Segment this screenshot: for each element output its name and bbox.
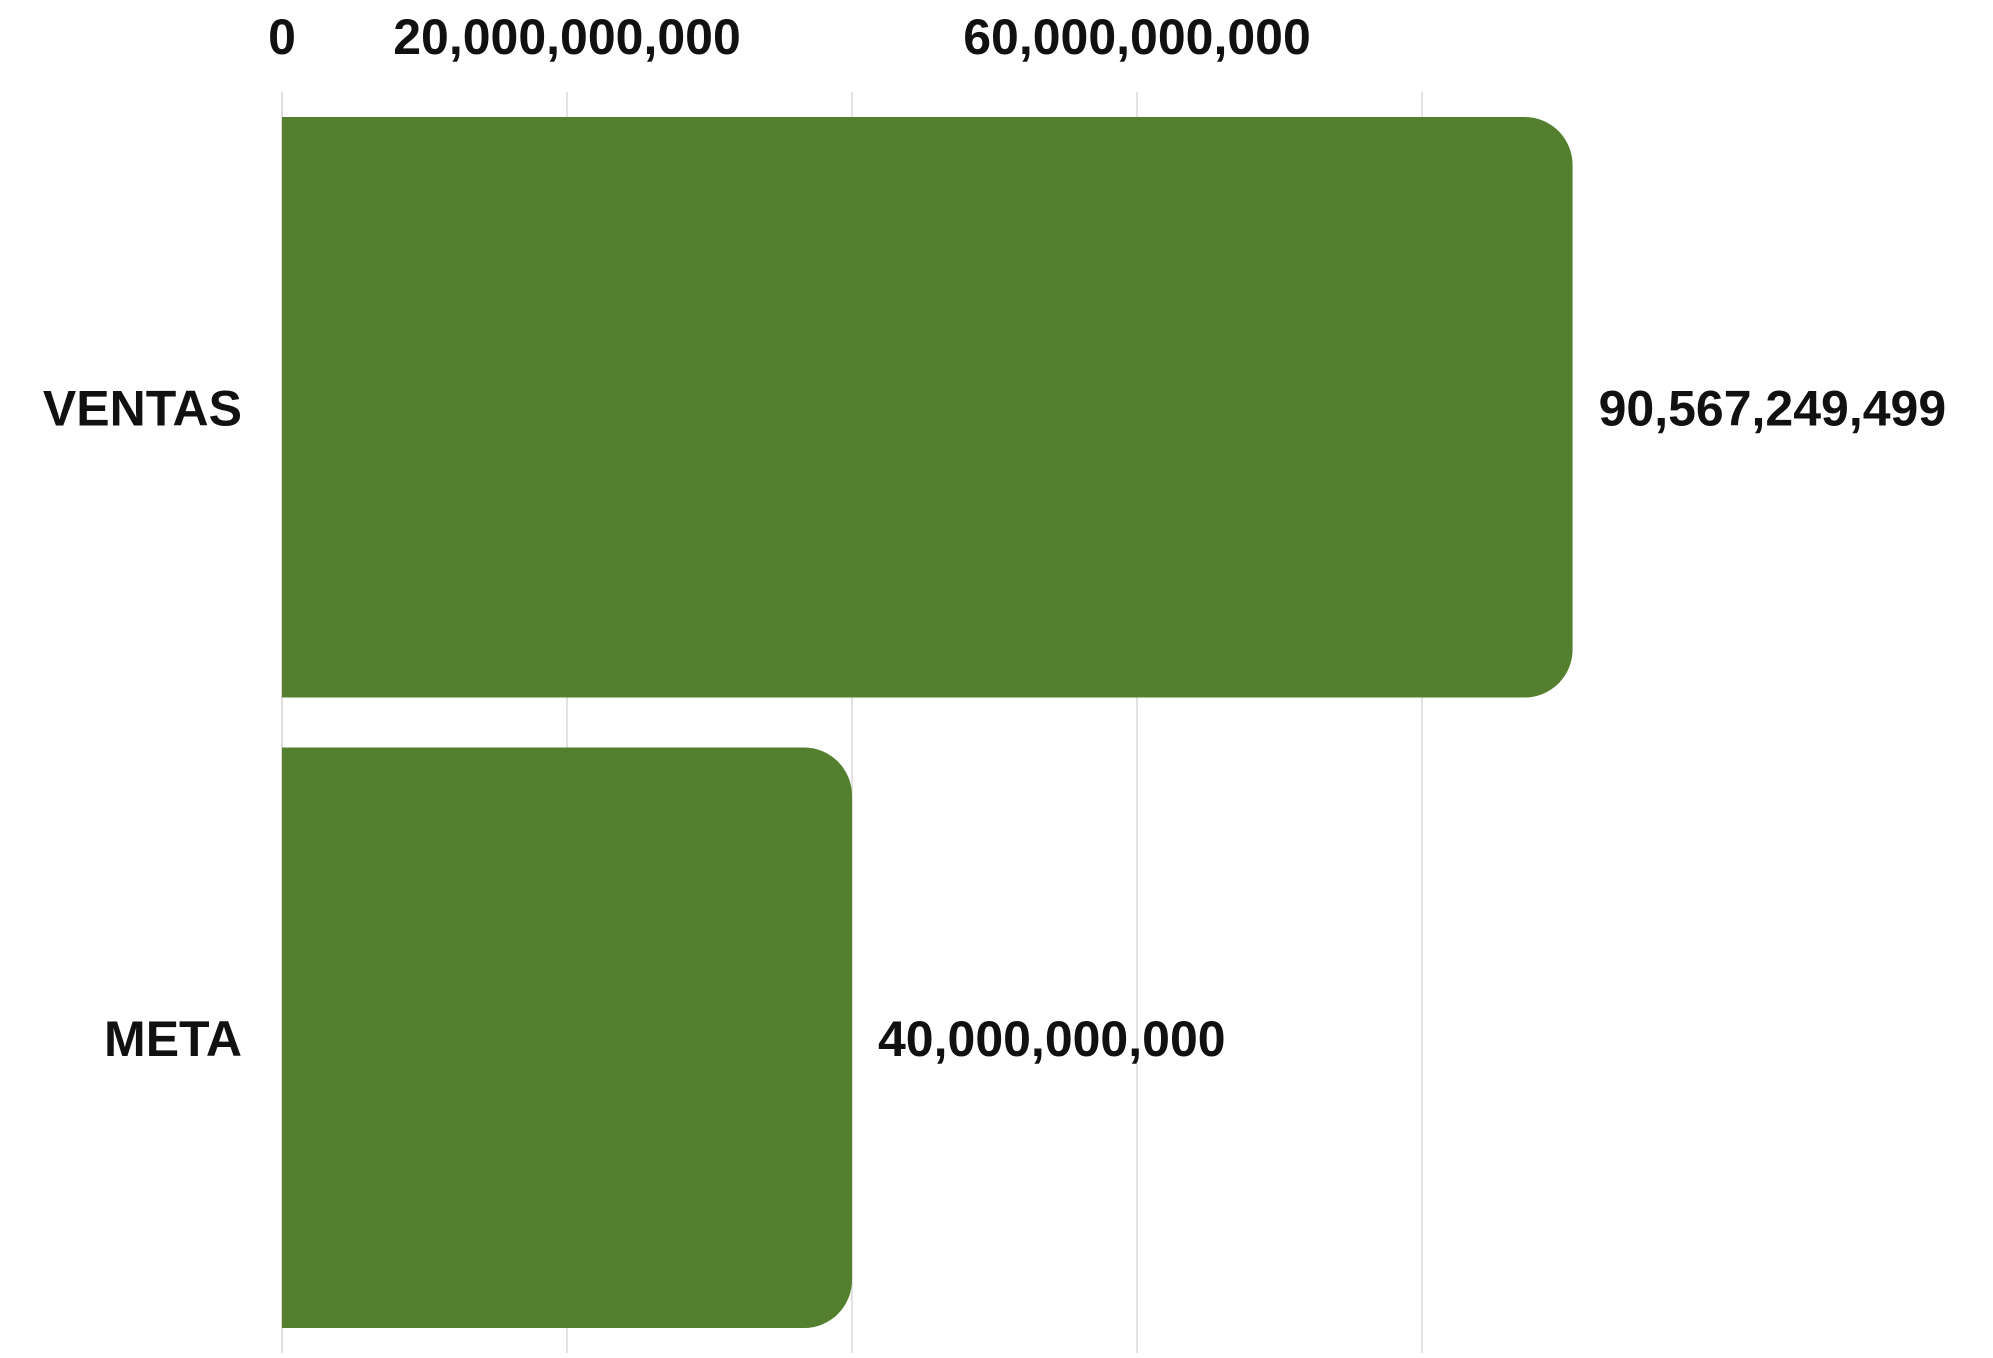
category-labels: VENTAS META	[43, 380, 242, 1067]
x-tick-label: 0	[268, 9, 296, 65]
category-label: VENTAS	[43, 380, 242, 436]
x-tick-label: 20,000,000,000	[393, 9, 741, 65]
data-label: 90,567,249,499	[1599, 380, 1947, 436]
bars	[282, 117, 1573, 1328]
x-tick-label: 60,000,000,000	[963, 9, 1311, 65]
bar-ventas	[282, 117, 1573, 698]
bar-meta	[282, 747, 852, 1328]
data-label: 40,000,000,000	[878, 1011, 1226, 1067]
x-axis-ticks: 0 20,000,000,000 60,000,000,000	[268, 9, 1311, 65]
value-labels: 90,567,249,499 40,000,000,000	[878, 380, 1946, 1067]
category-label: META	[104, 1011, 242, 1067]
